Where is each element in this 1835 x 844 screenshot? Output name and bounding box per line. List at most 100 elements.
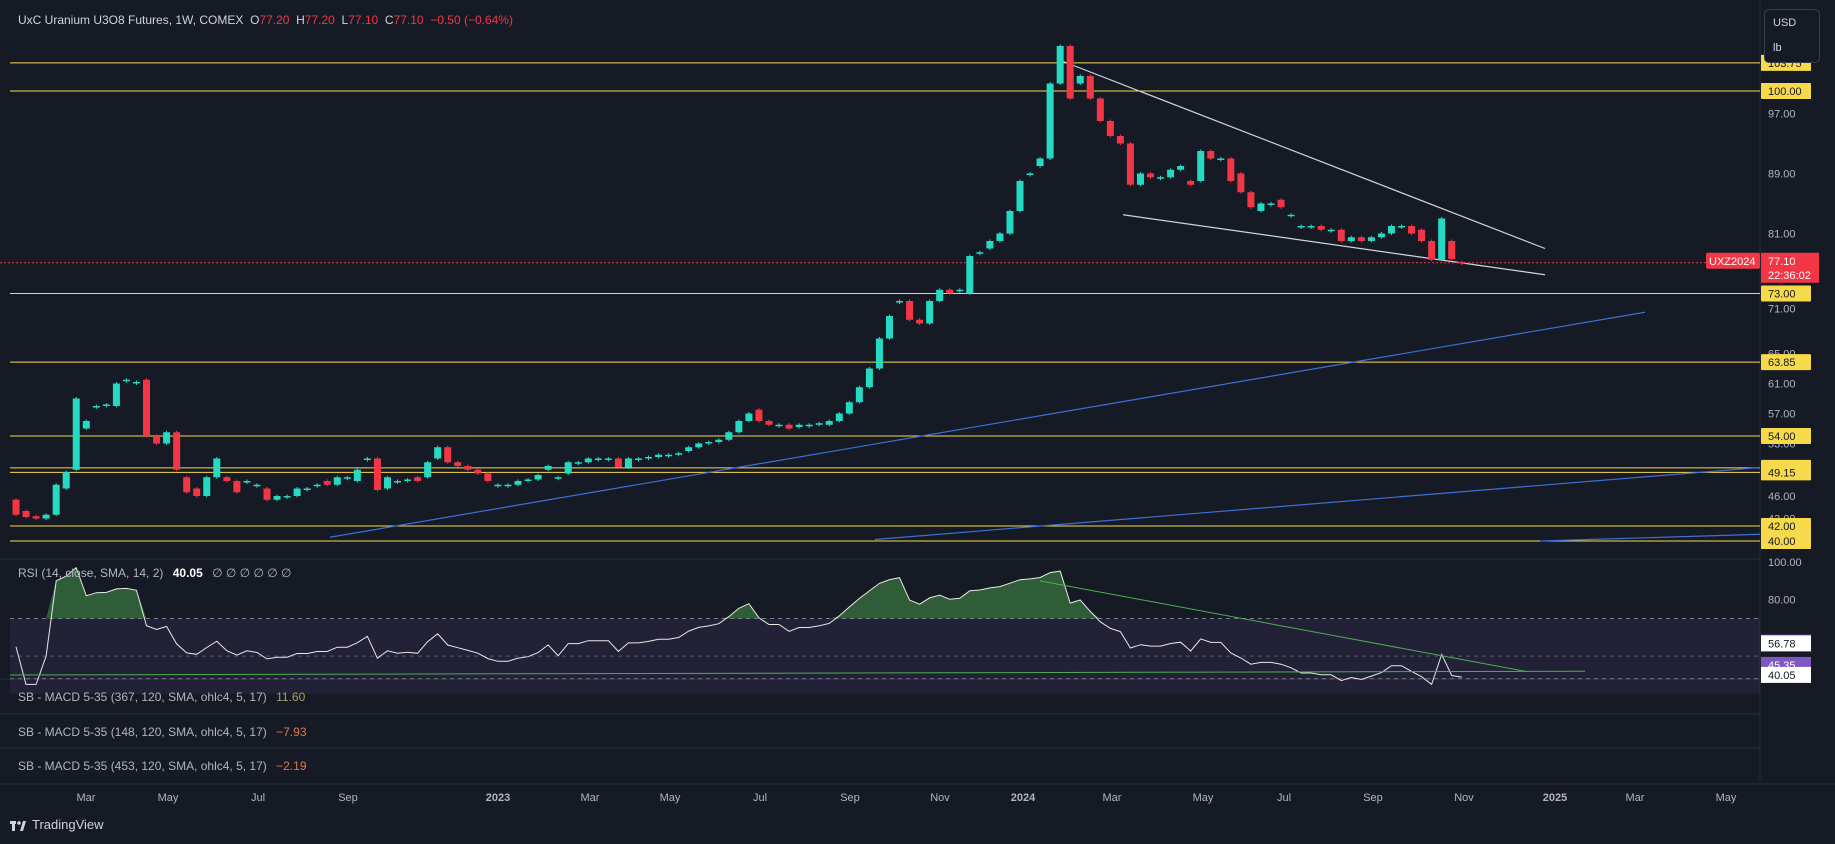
time-tick-label: Mar (77, 792, 96, 804)
candle (484, 473, 492, 481)
candle (815, 423, 823, 425)
candle (675, 453, 683, 455)
candle (534, 475, 542, 480)
candle (263, 488, 271, 500)
symbol-legend: UxC Uranium U3O8 Futures, 1W, COMEX O77.… (18, 13, 513, 27)
rsi-trend-line (9, 670, 1586, 676)
candle (273, 496, 281, 500)
time-tick-label: May (660, 792, 681, 804)
time-tick-label: Mar (581, 792, 600, 804)
candle (514, 481, 522, 485)
candle (52, 484, 60, 515)
candle (112, 383, 120, 406)
candle (1257, 203, 1265, 211)
candle (1428, 241, 1436, 260)
candle (845, 402, 853, 414)
candle (283, 496, 291, 498)
macd-3-value: −2.19 (276, 759, 307, 773)
candle (183, 477, 191, 493)
candle (685, 447, 693, 451)
candle (875, 338, 883, 369)
candle (1136, 173, 1144, 185)
candle (1347, 237, 1355, 241)
candle (996, 233, 1004, 241)
time-tick-label: Nov (930, 792, 950, 804)
candle (1297, 226, 1305, 228)
candle (1217, 158, 1225, 160)
candle (1438, 218, 1446, 260)
low-value: 77.10 (348, 13, 379, 27)
rsi-tag (1761, 635, 1811, 652)
time-tick-label: Nov (1454, 792, 1474, 804)
candle (1247, 192, 1255, 208)
unit-selector[interactable]: USD lb (1764, 9, 1820, 63)
candle (1237, 173, 1245, 193)
candle (1086, 76, 1094, 99)
candle (32, 516, 40, 519)
candle (835, 413, 843, 421)
price-tick-label: 81.00 (1768, 229, 1796, 241)
candle (1458, 262, 1466, 264)
rsi-line (15, 566, 1462, 686)
candle (22, 511, 30, 517)
level-tag (1761, 518, 1811, 534)
candle (1267, 203, 1275, 205)
high-value: 77.20 (304, 13, 335, 27)
candle (253, 484, 261, 487)
candle (394, 481, 402, 483)
candle (1197, 151, 1205, 181)
candle (1387, 226, 1395, 234)
candle (62, 472, 70, 489)
candle (885, 316, 893, 339)
candle (976, 252, 984, 254)
candle (966, 256, 974, 294)
candle (825, 421, 833, 425)
time-tick-label: 2023 (486, 792, 510, 804)
candle (233, 481, 241, 493)
candle (313, 484, 321, 487)
candle (524, 479, 532, 481)
candle (203, 477, 211, 496)
candle (1367, 237, 1375, 241)
candle (454, 462, 462, 466)
trend-line (329, 311, 1646, 538)
candle (213, 458, 221, 478)
time-tick-label: Jul (251, 792, 265, 804)
candle (1408, 226, 1416, 234)
candle (1337, 229, 1345, 241)
trend-line (1539, 533, 1761, 542)
candle (363, 458, 371, 460)
price-tick-label: 57.00 (1768, 409, 1796, 421)
candle (404, 479, 412, 481)
candle (72, 398, 80, 470)
level-tag (1761, 354, 1811, 371)
level-tag (1761, 533, 1811, 549)
time-tick-label: Mar (1626, 792, 1645, 804)
candle (564, 462, 572, 474)
time-tick-label: 2024 (1011, 792, 1036, 804)
level-tag-label: 49.15 (1768, 467, 1796, 479)
candle (785, 424, 793, 429)
candle (323, 481, 331, 485)
tradingview-brand[interactable]: TradingView (10, 817, 104, 832)
candle (42, 514, 50, 519)
wedge-upper-line (1061, 60, 1546, 250)
candle (865, 368, 873, 388)
candle (303, 488, 311, 490)
candle (1116, 136, 1124, 144)
price-tick-label: 97.00 (1768, 109, 1796, 121)
level-tag-label: 63.85 (1768, 357, 1796, 369)
candle (1448, 241, 1456, 259)
candle (82, 421, 90, 429)
candle (1106, 121, 1114, 136)
candle (343, 477, 351, 479)
candle (383, 477, 391, 489)
candle (424, 462, 432, 478)
candle (765, 421, 773, 425)
time-tick-label: Jul (753, 792, 767, 804)
candle (604, 458, 612, 460)
rsi-tag (1761, 666, 1811, 683)
unit-option[interactable]: lb (1773, 42, 1782, 54)
currency-option[interactable]: USD (1773, 17, 1797, 29)
